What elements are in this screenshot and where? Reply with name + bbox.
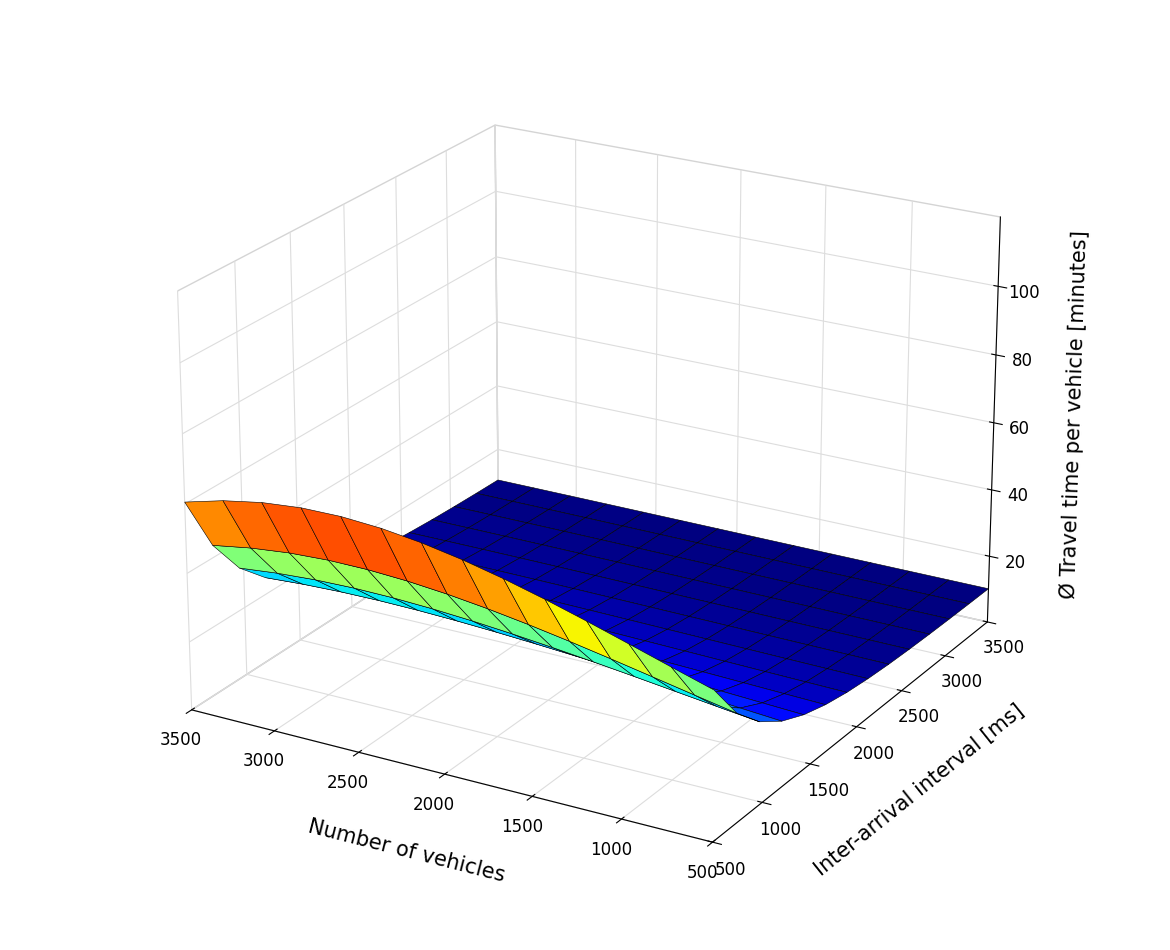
Y-axis label: Inter-arrival interval [ms]: Inter-arrival interval [ms]: [811, 701, 1027, 880]
X-axis label: Number of vehicles: Number of vehicles: [307, 817, 508, 885]
